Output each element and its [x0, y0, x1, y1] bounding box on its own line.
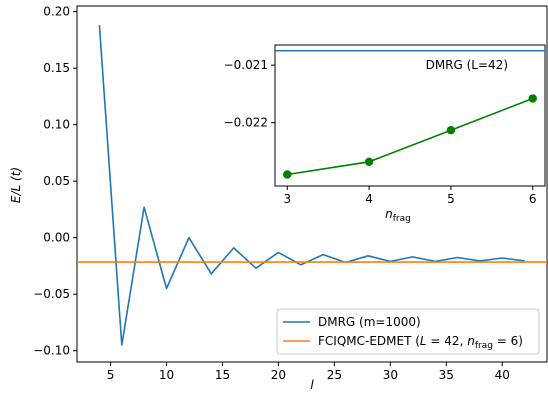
inset-annotation: DMRG (L=42) [426, 58, 508, 72]
legend: DMRG (m=1000) FCIQMC-EDMET (L = 42, nfra… [276, 308, 540, 355]
legend-label-dmrg: DMRG (m=1000) [318, 315, 421, 329]
main-x-tick-label: 15 [215, 368, 230, 382]
inset-y-tick-label: −0.022 [224, 116, 268, 130]
series-line-dmrg [98, 25, 525, 346]
main-x-tick-label: 20 [271, 368, 286, 382]
main-y-tick-label: 0.00 [43, 231, 70, 245]
main-y-tick-label: 0.20 [43, 5, 70, 19]
main-x-tick-label: 35 [439, 368, 454, 382]
inset-plot: 3 4 5 6 −0.021 −0.022 DMRG (L=42) nfrag [224, 44, 546, 224]
inset-series-line-nfrag [287, 97, 533, 176]
main-x-tick-label: 10 [159, 368, 174, 382]
main-x-tick-label: 25 [327, 368, 342, 382]
inset-plot-area [274, 44, 546, 187]
main-x-tick-label: 5 [107, 368, 115, 382]
inset-y-tick-label: −0.021 [224, 58, 268, 72]
main-y-tick-label: −0.05 [33, 287, 70, 301]
main-y-axis: 0.20 0.15 0.10 0.05 0.00 −0.05 −0.10 [33, 5, 77, 358]
main-y-axis-label: E/L (t) [9, 167, 23, 203]
inset-x-tick-label: 4 [365, 192, 373, 206]
legend-label-fciqmc: FCIQMC-EDMET (L = 42, nfrag = 6) [318, 334, 523, 351]
main-y-tick-label: 0.10 [43, 118, 70, 132]
main-x-axis: 5 10 15 20 25 30 35 40 [107, 362, 510, 382]
main-x-axis-label: l [310, 378, 314, 392]
inset-data-point [528, 94, 537, 103]
main-x-tick-label: 40 [495, 368, 510, 382]
inset-data-point [446, 125, 456, 135]
main-y-tick-label: 0.15 [43, 61, 70, 75]
main-series-layer [77, 25, 547, 346]
inset-data-point [364, 157, 374, 167]
inset-x-tick-label: 3 [283, 192, 291, 206]
inset-x-axis-label: nfrag [385, 207, 411, 224]
main-y-tick-label: −0.10 [33, 344, 70, 358]
inset-x-axis: 3 4 5 6 [283, 186, 537, 206]
inset-data-point [283, 170, 292, 179]
inset-series-layer [275, 49, 545, 179]
inset-x-tick-label: 6 [529, 192, 537, 206]
main-y-tick-label: 0.05 [43, 174, 70, 188]
inset-y-axis: −0.021 −0.022 [224, 58, 275, 130]
main-x-tick-label: 30 [383, 368, 398, 382]
legend-box [276, 308, 540, 355]
inset-x-tick-label: 5 [447, 192, 455, 206]
